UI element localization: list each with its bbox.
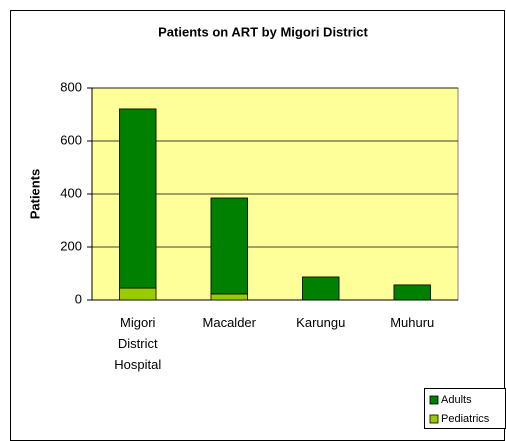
x-tick-label: Karungu [296,315,345,330]
x-tick-label: Macalder [203,315,257,330]
bar-segment [119,108,157,289]
y-tick-label: 800 [60,79,82,94]
x-tick-label: Muhuru [390,315,434,330]
legend-swatch [429,414,439,424]
legend-label: Adults [441,394,472,406]
legend-label: Pediatrics [441,413,490,425]
y-tick-label: 400 [60,185,82,200]
y-axis-label: Patients [27,169,42,220]
legend-swatch [429,395,439,405]
chart-title: Patients on ART by Migori District [158,24,368,39]
y-tick-label: 0 [75,291,82,306]
bar-segment [302,276,340,301]
bar-segment [210,197,248,295]
bar-segment [210,293,248,301]
bar-segment [393,284,431,301]
bar-segment [119,287,157,301]
x-tick-label: Migori District Hospital [114,315,161,372]
y-tick-label: 600 [60,132,82,147]
y-tick-label: 200 [60,238,82,253]
